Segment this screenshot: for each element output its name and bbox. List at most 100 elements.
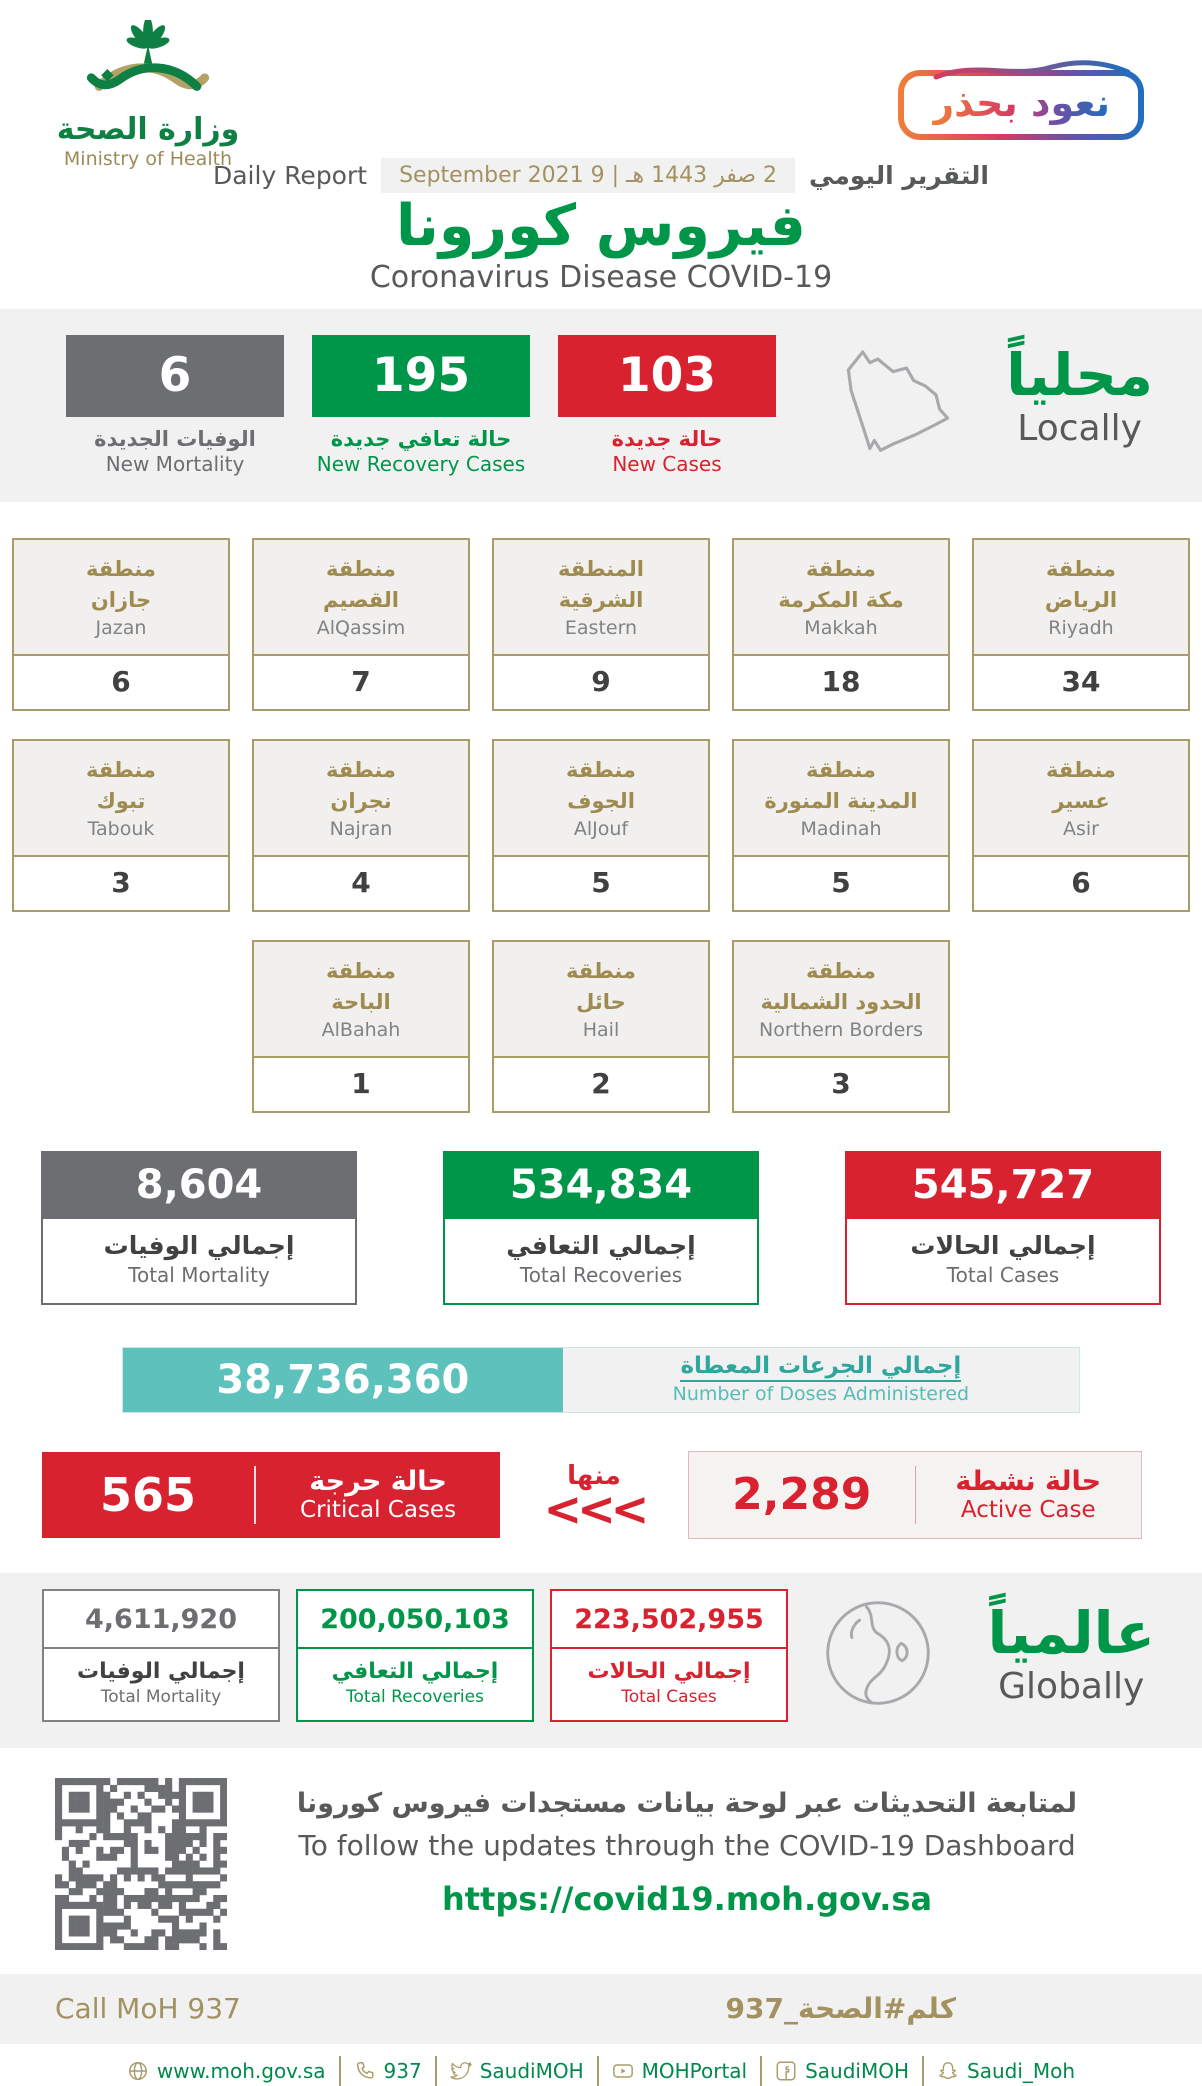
badge-text: نعود بحذر — [932, 81, 1110, 125]
totals-row: 8,604 إجمالي الوفيات Total Mortality 534… — [0, 1150, 1202, 1305]
qr-code — [55, 1777, 227, 1950]
globe-icon — [128, 2061, 147, 2080]
region-name-en: Hail — [582, 1019, 620, 1042]
region-card-tabouk: منطقة تبوك Tabouk 3 — [12, 738, 230, 912]
new-mortality-stat: 6 الوفيات الجديدة New Mortality — [66, 334, 284, 476]
global-recoveries-label-ar: إجمالي التعافي — [331, 1658, 499, 1684]
new-mortality-value: 6 — [66, 334, 284, 417]
twitter-icon — [449, 2061, 472, 2080]
region-card-asir: منطقة عسير Asir 6 — [972, 738, 1190, 912]
region-name-en: Madinah — [800, 818, 882, 841]
region-value: 5 — [831, 865, 851, 899]
social-label: SaudiMOH — [805, 2058, 910, 2083]
doses-label-en: Number of Doses Administered — [672, 1382, 970, 1405]
divider — [298, 1646, 532, 1649]
globally-section: 4,611,920 إجمالي الوفيات Total Mortality… — [0, 1572, 1202, 1748]
region-name-ar: منطقة الجوف — [566, 758, 636, 813]
social-item-twitter[interactable]: SaudiMOH — [437, 2055, 599, 2086]
region-row-2: منطقة تبوك Tabouk 3 منطقة نجران Najran 4 م… — [0, 738, 1202, 912]
region-name-ar: منطقة نجران — [326, 758, 396, 813]
hashtag-label: كلم#الصحة_937 — [725, 1992, 956, 2026]
total-cases-card: 545,727 إجمالي الحالات Total Cases — [845, 1150, 1161, 1305]
region-card-aljouf: منطقة الجوف AlJouf 5 — [492, 738, 710, 912]
region-name-en: Asir — [1063, 818, 1099, 841]
social-item-snapchat[interactable]: Saudi_Moh — [924, 2056, 1088, 2086]
active-case-label-en: Active Case — [960, 1497, 1096, 1524]
return-with-caution-badge: نعود بحذر — [898, 60, 1144, 140]
badge-swoosh-icon — [933, 60, 1131, 80]
region-name-ar: منطقة عسير — [1046, 758, 1116, 813]
social-label: Saudi_Moh — [967, 2058, 1076, 2083]
total-mortality-label-ar: إجمالي الوفيات — [103, 1230, 295, 1260]
social-label: 937 — [383, 2058, 422, 2083]
dashboard-line-en: To follow the updates through the COVID-… — [298, 1828, 1076, 1862]
region-name-ar: منطقة الرياض — [1044, 557, 1118, 612]
phone-icon — [356, 2061, 374, 2079]
new-recovery-label-en: New Recovery Cases — [316, 451, 526, 476]
new-cases-label-en: New Cases — [612, 451, 722, 476]
region-card-najran: منطقة نجران Najran 4 — [252, 738, 470, 912]
ministry-name-english: Ministry of Health — [63, 147, 233, 170]
locally-heading: محلياً Locally — [1006, 335, 1157, 448]
page-title-english: Coronavirus Disease COVID-19 — [369, 259, 833, 295]
globally-heading: عالمياً Globally — [987, 1603, 1157, 1707]
total-mortality-value: 8,604 — [43, 1152, 355, 1219]
doses-label-ar: إجمالي الجرعات المعطاة — [680, 1353, 962, 1382]
daily-report-label-ar: التقرير اليومي — [809, 161, 990, 190]
header: وزارة الصحة Ministry of Health نعود بحذر — [0, 0, 1202, 170]
page-title-arabic: فيروس كورونا — [396, 193, 806, 259]
region-card-makkah: منطقة مكة المكرمة Makkah 18 — [732, 537, 950, 711]
total-mortality-card: 8,604 إجمالي الوفيات Total Mortality — [41, 1150, 357, 1305]
critical-cases-label-ar: حالة حرجة — [309, 1466, 447, 1498]
globe — [820, 1595, 936, 1715]
total-recoveries-label-en: Total Recoveries — [519, 1262, 683, 1287]
globally-heading-ar: عالمياً — [987, 1599, 1155, 1668]
critical-cases-box: 565 حالة حرجة Critical Cases — [42, 1451, 500, 1538]
social-item-facebook[interactable]: SaudiMOH — [762, 2055, 925, 2086]
region-value: 6 — [1071, 865, 1091, 899]
facebook-icon — [776, 2061, 796, 2081]
region-value: 34 — [1061, 664, 1101, 698]
new-cases-stat: 103 حالة جديدة New Cases — [558, 334, 776, 476]
social-label: SaudiMOH — [479, 2058, 584, 2083]
saudi-map — [818, 339, 970, 478]
region-name-ar: منطقة الباحة — [326, 959, 396, 1014]
ministry-name-arabic: وزارة الصحة — [56, 112, 240, 147]
critical-cases-label-en: Critical Cases — [300, 1497, 457, 1524]
region-name-ar: منطقة القصيم — [323, 557, 399, 612]
saudi-map-icon — [846, 350, 950, 452]
active-case-box: 2,289 حالة نشطة Active Case — [688, 1450, 1142, 1539]
report-date-row: Daily Report 2 صفر 1443 هـ | 9 September… — [0, 158, 1202, 193]
social-item-phone[interactable]: 937 — [341, 2055, 437, 2086]
new-recovery-label-ar: حالة تعافي جديدة — [330, 426, 512, 451]
footer-band: Call MoH 937 كلم#الصحة_937 — [0, 1973, 1202, 2044]
report-date: 2 صفر 1443 هـ | 9 September 2021 — [381, 158, 796, 193]
dashboard-url-link[interactable]: https://covid19.moh.gov.sa — [441, 1879, 933, 1918]
social-item-youtube[interactable]: MOHPortal — [599, 2055, 763, 2086]
divider — [254, 1465, 257, 1524]
region-name-en: Eastern — [564, 617, 638, 640]
region-name-en: AlBahah — [321, 1019, 401, 1042]
region-name-en: Makkah — [804, 617, 878, 640]
new-cases-value: 103 — [558, 334, 776, 417]
region-name-ar: منطقة الحدود الشمالية — [760, 959, 922, 1014]
locally-heading-ar: محلياً — [1006, 340, 1153, 409]
global-cases-label-ar: إجمالي الحالات — [587, 1658, 751, 1684]
global-recoveries-label-en: Total Recoveries — [346, 1686, 484, 1707]
global-mortality-value: 4,611,920 — [84, 1603, 238, 1635]
global-recoveries-value: 200,050,103 — [320, 1603, 510, 1635]
region-name-ar: منطقة حائل — [566, 959, 636, 1014]
total-cases-value: 545,727 — [847, 1152, 1159, 1219]
region-card-alqassim: منطقة القصيم AlQassim 7 — [252, 537, 470, 711]
global-mortality-label-en: Total Mortality — [100, 1686, 222, 1707]
region-name-en: AlQassim — [316, 617, 406, 640]
total-cases-label-en: Total Cases — [946, 1262, 1060, 1287]
region-card-jazan: منطقة جازان Jazan 6 — [12, 537, 230, 711]
region-row-3: منطقة الباحة AlBahah 1 منطقة حائل Hail 2 م… — [0, 939, 1202, 1113]
region-card-hail: منطقة حائل Hail 2 — [492, 939, 710, 1113]
social-item-website[interactable]: www.moh.gov.sa — [114, 2055, 341, 2086]
snapchat-icon — [939, 2061, 957, 2079]
critical-cases-value: 565 — [100, 1467, 197, 1522]
daily-report-label-en: Daily Report — [212, 161, 368, 190]
